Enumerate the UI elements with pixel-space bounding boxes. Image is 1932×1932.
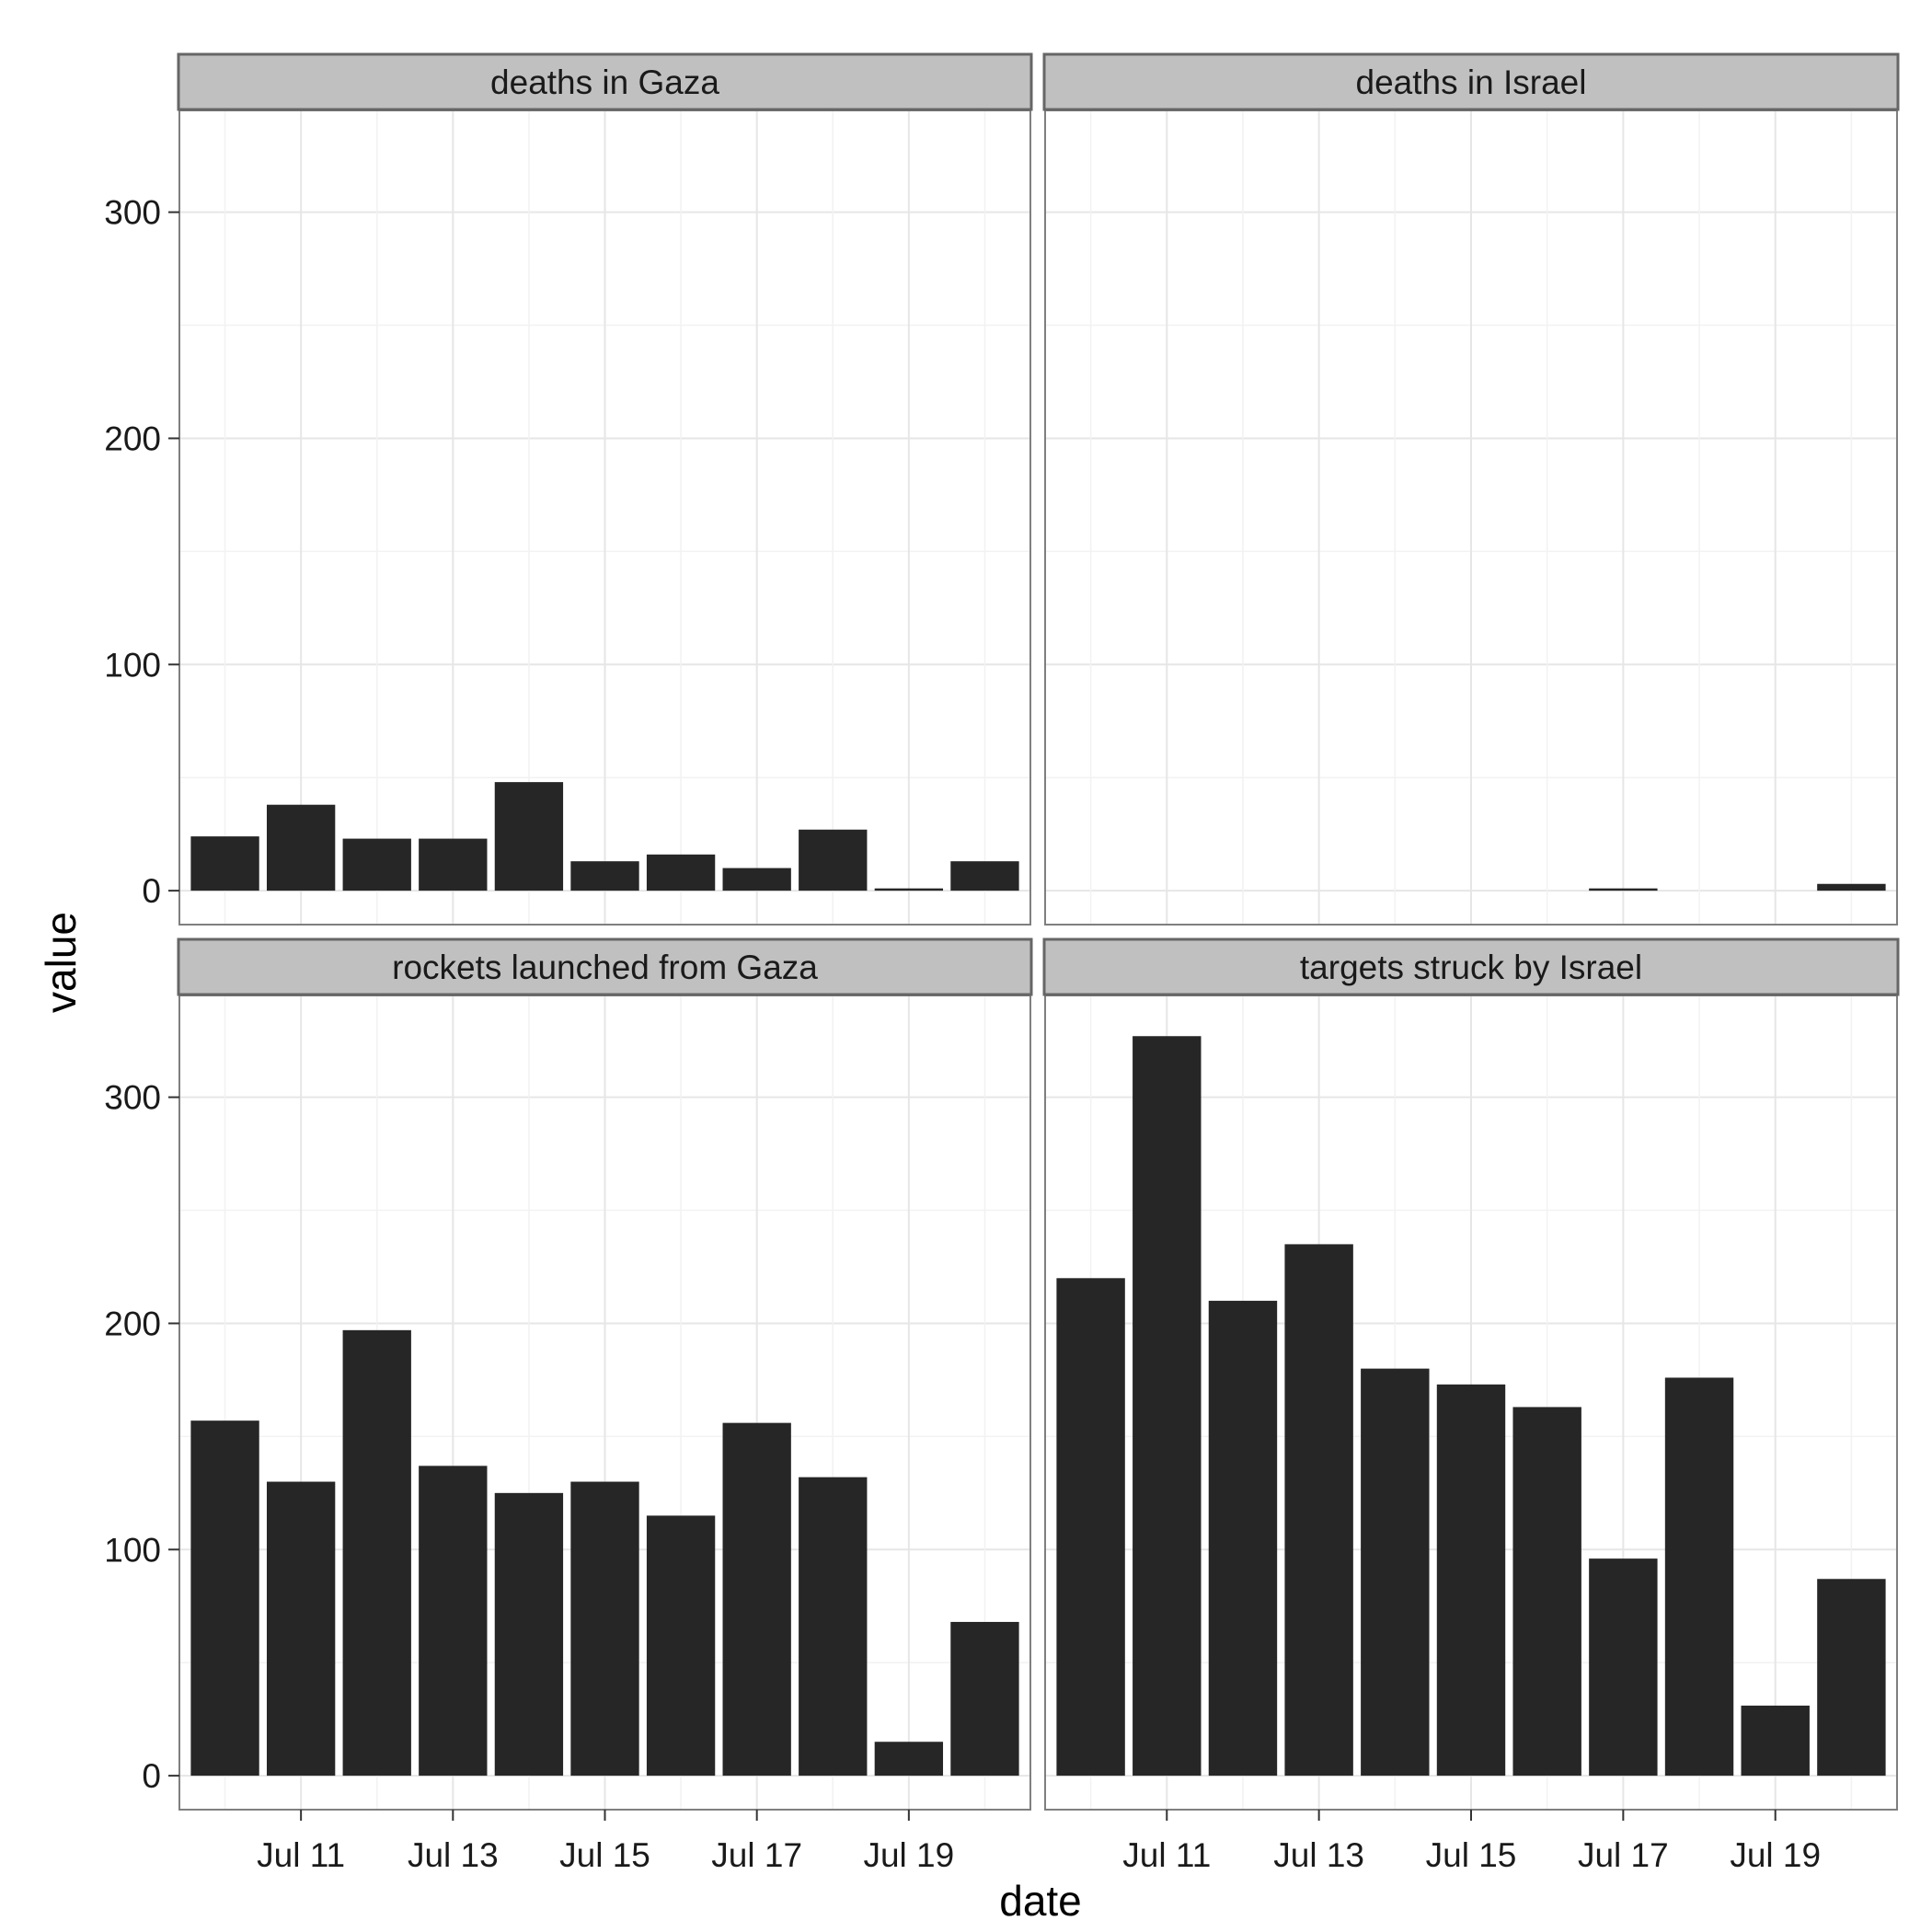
x-tick-label: Jul 17 xyxy=(711,1836,802,1874)
bar xyxy=(1589,1558,1658,1777)
facet-strip xyxy=(1042,52,1900,111)
bar xyxy=(342,838,411,891)
bar xyxy=(646,1515,716,1777)
bar xyxy=(1817,1579,1886,1777)
bar xyxy=(419,1466,488,1777)
bar xyxy=(570,861,639,891)
bar xyxy=(950,1621,1019,1777)
bar xyxy=(1436,1384,1506,1777)
x-tick-label: Jul 17 xyxy=(1578,1836,1669,1874)
x-axis-title: date xyxy=(999,1877,1082,1925)
bar xyxy=(1512,1407,1581,1777)
x-tick-label: Jul 11 xyxy=(1122,1836,1211,1874)
facet-title: deaths in Gaza xyxy=(490,63,719,101)
facet-title: targets struck by Israel xyxy=(1300,949,1642,986)
x-tick-label: Jul 13 xyxy=(1273,1836,1364,1874)
bar xyxy=(874,888,944,891)
x-tick-label: Jul 15 xyxy=(1426,1836,1517,1874)
x-tick-label: Jul 11 xyxy=(257,1836,345,1874)
x-tick-label: Jul 13 xyxy=(408,1836,499,1874)
facet-panels: deaths in Gaza deaths in Israel rockets la… xyxy=(177,52,1900,1811)
facet-strip xyxy=(177,937,1033,996)
bar xyxy=(722,1422,791,1777)
y-tick-label: 100 xyxy=(104,646,161,684)
y-tick-label: 300 xyxy=(104,1079,161,1117)
y-tick-label: 100 xyxy=(104,1531,161,1569)
bar xyxy=(1589,888,1658,891)
facet-panel: deaths in Israel xyxy=(1042,52,1900,926)
y-axis: 0 100 200 300 0 100 200 300 xyxy=(104,194,179,1795)
x-tick-label: Jul 19 xyxy=(863,1836,954,1874)
facet-panel: targets struck by Israel xyxy=(1042,937,1900,1811)
y-tick-label: 300 xyxy=(104,194,161,232)
bar xyxy=(722,868,791,891)
x-tick-label: Jul 15 xyxy=(559,1836,650,1874)
y-tick-label: 200 xyxy=(104,420,161,457)
y-tick-label: 0 xyxy=(142,872,161,910)
bar xyxy=(1284,1244,1353,1777)
facet-strip xyxy=(177,52,1033,111)
bar xyxy=(190,1420,259,1777)
bar xyxy=(266,804,336,891)
y-axis-title: value xyxy=(37,912,85,1013)
bar xyxy=(494,782,564,891)
bar xyxy=(570,1481,639,1777)
facet-panel: rockets launched from Gaza xyxy=(177,937,1033,1811)
bar xyxy=(799,829,868,891)
facet-strip xyxy=(1042,937,1900,996)
x-axis: Jul 11 Jul 13 Jul 15 Jul 17 Jul 19 Jul 11 Jul … xyxy=(257,1810,1821,1874)
bar xyxy=(1208,1300,1278,1777)
bar xyxy=(190,836,259,891)
bar xyxy=(1133,1036,1202,1777)
bar xyxy=(419,838,488,891)
bar xyxy=(646,854,716,891)
bar xyxy=(950,861,1019,891)
y-tick-label: 200 xyxy=(104,1305,161,1342)
bar xyxy=(342,1329,411,1777)
facet-panel: deaths in Gaza xyxy=(177,52,1033,926)
bar xyxy=(874,1742,944,1777)
facet-title: deaths in Israel xyxy=(1356,63,1587,101)
facet-title: rockets launched from Gaza xyxy=(392,949,818,986)
bar xyxy=(1361,1368,1430,1777)
bar xyxy=(1056,1278,1125,1777)
bar xyxy=(266,1481,336,1777)
y-tick-label: 0 xyxy=(142,1757,161,1795)
bar xyxy=(1817,883,1886,891)
bar xyxy=(1741,1705,1810,1777)
bar xyxy=(1664,1377,1734,1777)
bar xyxy=(799,1477,868,1777)
bar xyxy=(494,1492,564,1777)
x-tick-label: Jul 19 xyxy=(1730,1836,1821,1874)
